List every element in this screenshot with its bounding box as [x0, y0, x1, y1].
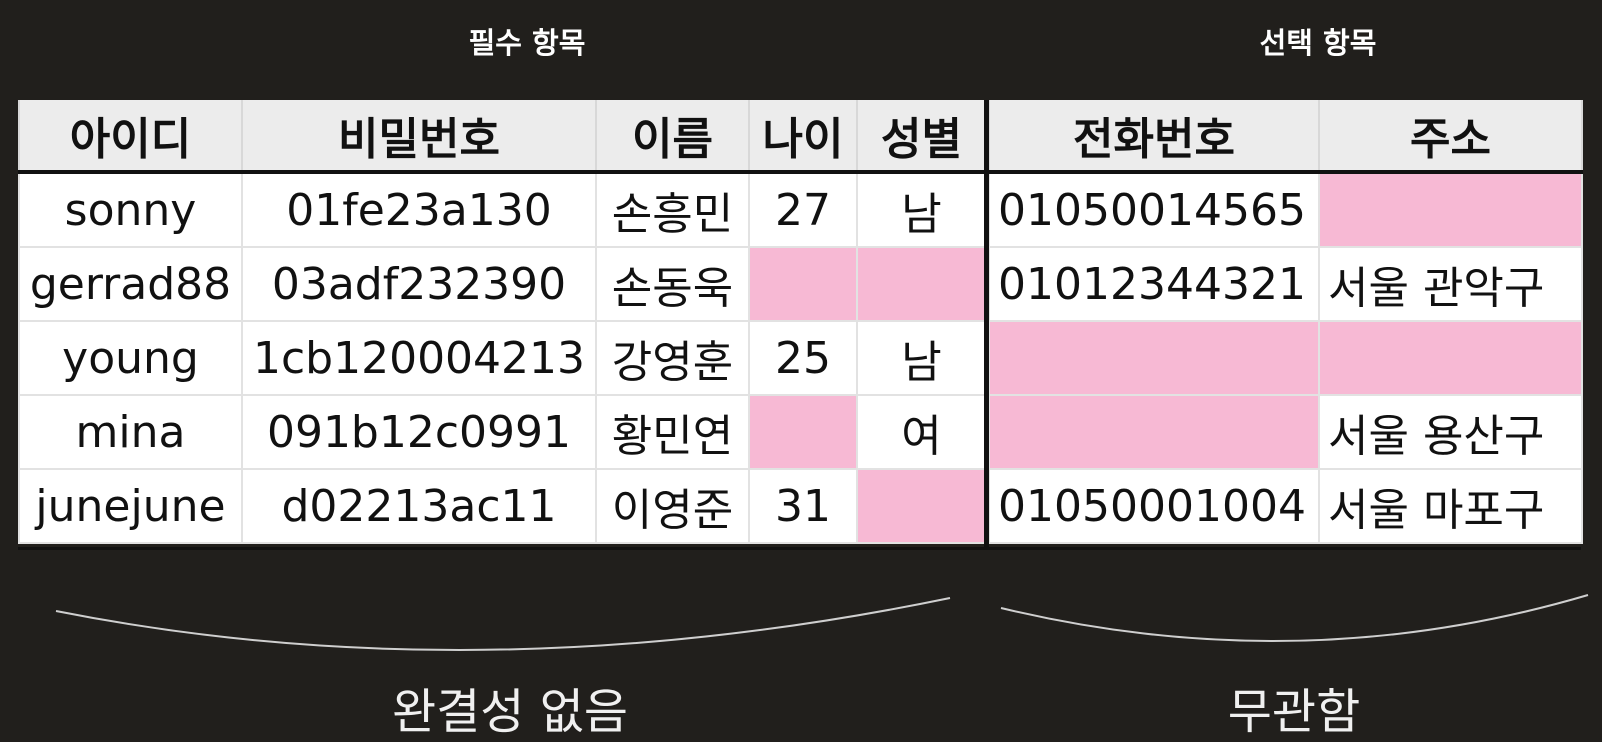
- table-row: mina 091b12c0991 황민연 여: [18, 394, 987, 470]
- column-header-gender: 성별: [856, 100, 987, 174]
- id-cell: sonny: [18, 171, 243, 248]
- left-grouping-curve: [55, 597, 951, 651]
- password-cell: d02213ac11: [241, 468, 597, 544]
- column-header-id: 아이디: [18, 100, 243, 174]
- gender-cell: [856, 246, 987, 322]
- column-header-phone: 전화번호: [988, 100, 1320, 174]
- id-cell: young: [18, 320, 243, 396]
- gender-cell: 여: [856, 394, 987, 470]
- name-cell: 손흥민: [595, 171, 750, 248]
- table-row: 01012344321 서울 관악구: [988, 246, 1583, 322]
- gender-cell: 남: [856, 171, 987, 248]
- name-cell: 황민연: [595, 394, 750, 470]
- name-cell: 이영준: [595, 468, 750, 544]
- age-cell: 25: [748, 320, 858, 396]
- password-cell: 03adf232390: [241, 246, 597, 322]
- header-row: 아이디 비밀번호 이름 나이 성별: [18, 100, 987, 174]
- table-divider: [984, 100, 989, 549]
- column-header-password: 비밀번호: [241, 100, 597, 174]
- address-cell: 서울 용산구: [1318, 394, 1583, 470]
- optional-fields-label: 선택 항목: [1259, 26, 1377, 60]
- address-cell: 서울 관악구: [1318, 246, 1583, 322]
- password-cell: 1cb120004213: [241, 320, 597, 396]
- id-cell: junejune: [18, 468, 243, 544]
- id-cell: gerrad88: [18, 246, 243, 322]
- age-cell: [748, 246, 858, 322]
- required-fields-label: 필수 항목: [468, 26, 586, 60]
- required-fields-table: 아이디 비밀번호 이름 나이 성별 sonny 01fe23a130 손흥민 27 남 g…: [18, 100, 987, 544]
- table-row: [988, 320, 1583, 396]
- age-cell: 31: [748, 468, 858, 544]
- phone-cell: [988, 394, 1320, 470]
- table-bottom-edge: [18, 547, 1581, 550]
- column-header-address: 주소: [1318, 100, 1583, 174]
- name-cell: 강영훈: [595, 320, 750, 396]
- table-row: young 1cb120004213 강영훈 25 남: [18, 320, 987, 396]
- phone-cell: [988, 320, 1320, 396]
- address-cell: [1318, 171, 1583, 248]
- right-grouping-curve: [1000, 594, 1589, 642]
- gender-cell: 남: [856, 320, 987, 396]
- address-cell: [1318, 320, 1583, 396]
- age-cell: 27: [748, 171, 858, 248]
- id-cell: mina: [18, 394, 243, 470]
- table-row: 01050014565: [988, 171, 1583, 248]
- address-cell: 서울 마포구: [1318, 468, 1583, 544]
- name-cell: 손동욱: [595, 246, 750, 322]
- table-row: 01050001004 서울 마포구: [988, 468, 1583, 544]
- incompleteness-caption: 완결성 없음: [391, 684, 629, 740]
- phone-cell: 01012344321: [988, 246, 1320, 322]
- column-header-age: 나이: [748, 100, 858, 174]
- table-row: 서울 용산구: [988, 394, 1583, 470]
- gender-cell: [856, 468, 987, 544]
- table-row: junejune d02213ac11 이영준 31: [18, 468, 987, 544]
- phone-cell: 01050001004: [988, 468, 1320, 544]
- password-cell: 091b12c0991: [241, 394, 597, 470]
- table-row: sonny 01fe23a130 손흥민 27 남: [18, 171, 987, 248]
- header-row: 전화번호 주소: [988, 100, 1583, 174]
- phone-cell: 01050014565: [988, 171, 1320, 248]
- table-row: gerrad88 03adf232390 손동욱: [18, 246, 987, 322]
- irrelevant-caption: 무관함: [1227, 684, 1361, 740]
- password-cell: 01fe23a130: [241, 171, 597, 248]
- column-header-name: 이름: [595, 100, 750, 174]
- age-cell: [748, 394, 858, 470]
